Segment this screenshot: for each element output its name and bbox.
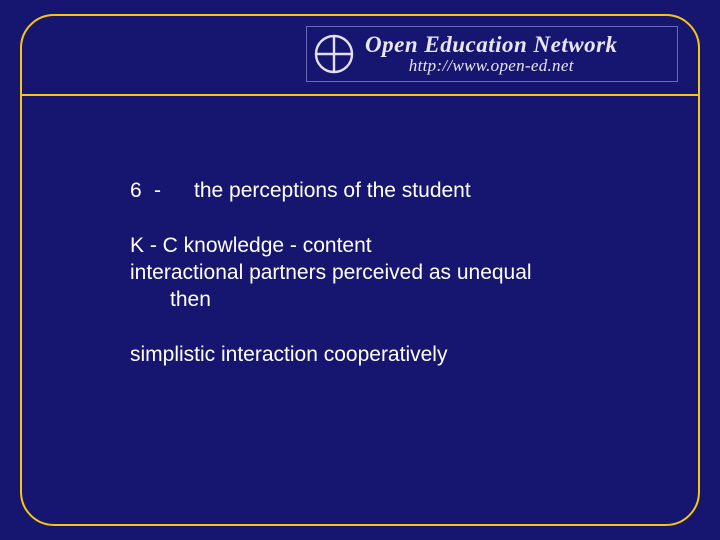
content-line-2: K - C knowledge - content xyxy=(130,233,610,260)
logo-box: Open Education Network http://www.open-e… xyxy=(306,26,678,82)
item-dash: - xyxy=(154,178,194,205)
item-text: the perceptions of the student xyxy=(194,179,471,202)
slide-content: 6-the perceptions of the student K - C k… xyxy=(130,178,610,368)
globe-cross-icon xyxy=(313,33,355,75)
item-number: 6 xyxy=(130,178,152,205)
header-divider xyxy=(22,94,698,96)
content-line-3b: then xyxy=(130,287,610,314)
logo-url: http://www.open-ed.net xyxy=(365,56,618,76)
content-line-3a: interactional partners perceived as uneq… xyxy=(130,260,610,287)
content-line-3b-text: then xyxy=(170,288,211,311)
content-line-4: simplistic interaction cooperatively xyxy=(130,342,610,369)
content-line-1: 6-the perceptions of the student xyxy=(130,178,610,205)
logo-title: Open Education Network xyxy=(365,32,618,58)
content-block-2: K - C knowledge - content interactional … xyxy=(130,233,610,314)
logo-text-block: Open Education Network http://www.open-e… xyxy=(365,32,618,76)
